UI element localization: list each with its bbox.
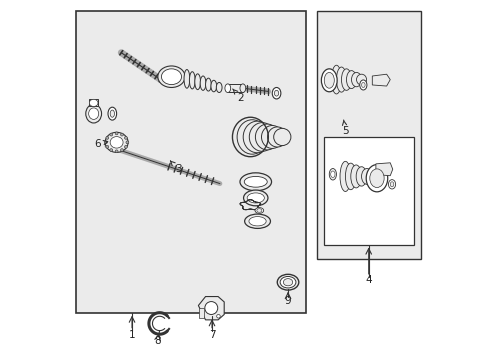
Text: 4: 4 [366, 275, 372, 285]
Ellipse shape [249, 123, 275, 151]
Ellipse shape [108, 107, 117, 120]
Ellipse shape [280, 276, 296, 288]
Ellipse shape [370, 169, 384, 188]
Circle shape [106, 145, 109, 148]
Ellipse shape [161, 69, 181, 85]
Ellipse shape [367, 170, 378, 183]
Ellipse shape [262, 126, 283, 148]
Ellipse shape [362, 168, 372, 184]
Ellipse shape [324, 72, 334, 88]
Ellipse shape [351, 72, 362, 87]
Bar [199, 308, 204, 318]
Ellipse shape [342, 69, 351, 90]
Circle shape [126, 141, 129, 144]
Ellipse shape [274, 129, 291, 145]
Text: 3: 3 [171, 161, 182, 174]
Ellipse shape [283, 279, 293, 286]
Ellipse shape [237, 120, 267, 154]
Circle shape [110, 133, 113, 136]
Circle shape [217, 315, 221, 318]
Ellipse shape [110, 136, 123, 148]
Ellipse shape [205, 78, 211, 91]
Ellipse shape [211, 80, 217, 92]
Polygon shape [198, 297, 224, 320]
Text: 2: 2 [233, 89, 244, 103]
Polygon shape [376, 163, 393, 176]
Ellipse shape [362, 82, 365, 87]
Text: 1: 1 [129, 330, 135, 340]
Ellipse shape [216, 82, 222, 93]
Ellipse shape [340, 161, 351, 192]
Ellipse shape [268, 127, 287, 147]
Ellipse shape [245, 176, 267, 187]
Circle shape [205, 302, 218, 315]
Ellipse shape [190, 72, 195, 89]
Text: 5: 5 [342, 120, 349, 135]
Ellipse shape [331, 171, 335, 177]
Ellipse shape [357, 74, 367, 85]
Ellipse shape [200, 76, 206, 90]
Ellipse shape [243, 121, 271, 153]
Ellipse shape [86, 104, 101, 123]
Ellipse shape [249, 217, 266, 226]
Ellipse shape [390, 182, 394, 187]
Circle shape [115, 132, 118, 135]
Bar [228, 84, 243, 93]
Ellipse shape [225, 84, 231, 93]
Circle shape [121, 133, 123, 136]
Ellipse shape [345, 163, 356, 190]
Ellipse shape [331, 65, 342, 94]
Text: 6: 6 [94, 139, 108, 149]
Ellipse shape [360, 80, 367, 90]
Ellipse shape [277, 274, 299, 290]
Ellipse shape [195, 74, 200, 90]
Ellipse shape [321, 69, 337, 92]
Ellipse shape [247, 193, 265, 203]
Ellipse shape [255, 124, 279, 150]
Ellipse shape [245, 214, 270, 228]
Ellipse shape [272, 87, 281, 99]
Circle shape [106, 136, 109, 139]
Ellipse shape [105, 132, 128, 152]
Text: 7: 7 [209, 330, 215, 340]
Ellipse shape [389, 180, 395, 189]
Polygon shape [372, 74, 390, 86]
Ellipse shape [89, 108, 98, 120]
Ellipse shape [240, 173, 271, 191]
Ellipse shape [329, 168, 337, 180]
Ellipse shape [89, 99, 98, 107]
Bar [89, 99, 98, 107]
Circle shape [121, 149, 123, 152]
Circle shape [110, 149, 113, 152]
Ellipse shape [240, 84, 245, 93]
Text: 9: 9 [285, 296, 292, 306]
Circle shape [104, 141, 107, 144]
Ellipse shape [158, 66, 185, 87]
Ellipse shape [257, 209, 262, 212]
Bar [317, 12, 421, 259]
Ellipse shape [274, 90, 279, 96]
Ellipse shape [255, 208, 264, 213]
Bar [76, 12, 306, 313]
Circle shape [124, 145, 127, 148]
Ellipse shape [110, 110, 115, 117]
Ellipse shape [184, 69, 190, 88]
Text: 8: 8 [154, 336, 160, 346]
Ellipse shape [356, 167, 367, 186]
Ellipse shape [337, 67, 346, 92]
Ellipse shape [366, 165, 388, 192]
Ellipse shape [351, 165, 362, 188]
Bar [324, 137, 414, 244]
Ellipse shape [346, 71, 357, 89]
Circle shape [115, 150, 118, 153]
Circle shape [124, 136, 127, 139]
Ellipse shape [244, 190, 268, 206]
